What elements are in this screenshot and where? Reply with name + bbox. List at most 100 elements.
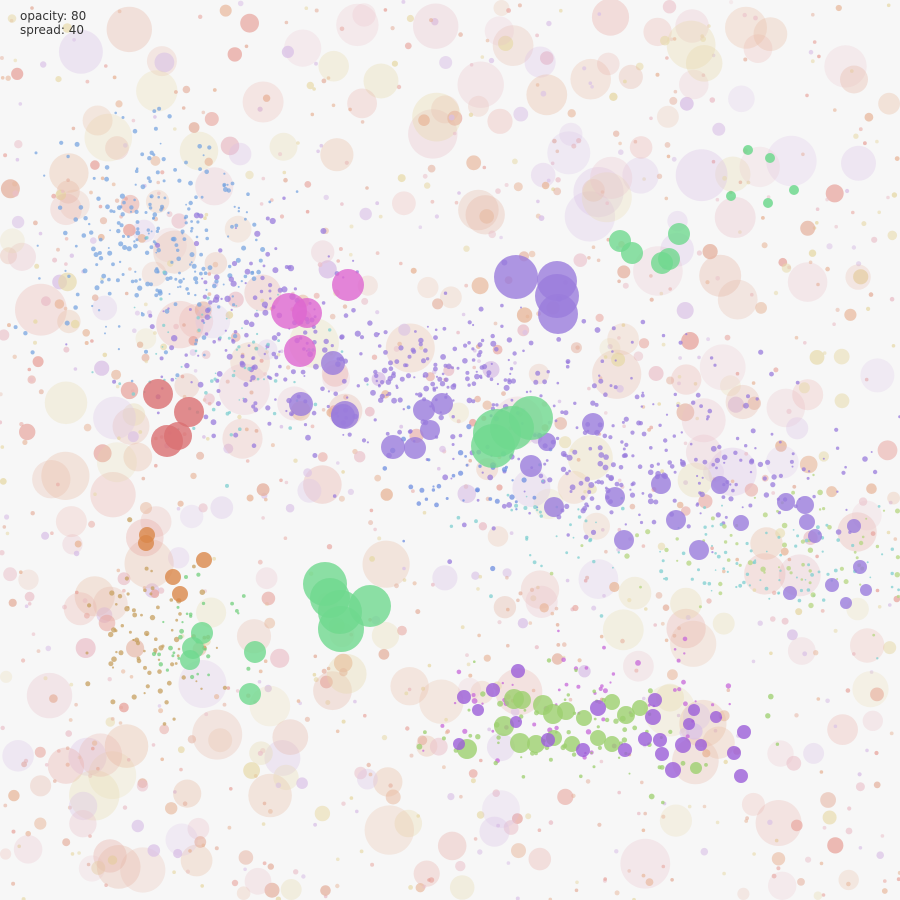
- series-point: [675, 737, 691, 753]
- small-point: [876, 657, 879, 660]
- small-point: [237, 612, 240, 615]
- small-point: [231, 295, 234, 298]
- small-point: [614, 481, 620, 487]
- background-bubble: [283, 536, 288, 540]
- background-bubble: [640, 780, 644, 785]
- background-bubble: [88, 751, 137, 800]
- background-bubble: [293, 869, 299, 875]
- background-bubble: [574, 888, 579, 893]
- background-bubble: [535, 33, 539, 38]
- background-bubble: [429, 18, 434, 23]
- small-point: [584, 502, 589, 507]
- background-bubble: [771, 491, 776, 495]
- small-point: [478, 464, 482, 468]
- small-point: [199, 589, 206, 595]
- small-point: [248, 321, 255, 328]
- background-bubble: [590, 156, 633, 199]
- background-bubble: [318, 260, 337, 279]
- background-bubble: [364, 406, 375, 417]
- small-point: [261, 301, 268, 308]
- background-bubble: [841, 145, 876, 181]
- small-point: [85, 681, 91, 687]
- series-point: [239, 683, 261, 705]
- small-point: [91, 304, 94, 308]
- small-point: [217, 305, 221, 309]
- background-bubble: [623, 650, 654, 682]
- background-bubble: [661, 342, 666, 347]
- small-point: [663, 577, 665, 580]
- background-bubble: [676, 713, 681, 718]
- small-point: [439, 381, 446, 387]
- background-bubble: [320, 138, 354, 172]
- background-bubble: [33, 340, 37, 345]
- background-bubble: [363, 63, 399, 99]
- background-bubble: [368, 772, 373, 777]
- small-point: [178, 271, 181, 275]
- background-bubble: [157, 587, 165, 594]
- small-point: [529, 554, 532, 557]
- small-point: [127, 517, 133, 523]
- background-bubble: [493, 0, 510, 16]
- background-bubble: [96, 442, 137, 483]
- background-bubble: [187, 817, 210, 840]
- background-bubble: [629, 503, 636, 510]
- background-bubble: [622, 282, 629, 289]
- background-bubble: [270, 443, 275, 448]
- small-point: [202, 353, 206, 357]
- background-bubble: [668, 287, 672, 291]
- small-point: [380, 380, 385, 385]
- small-point: [506, 337, 513, 343]
- background-bubble: [126, 639, 145, 658]
- small-point: [402, 408, 405, 411]
- small-point: [866, 561, 869, 564]
- small-point: [202, 321, 206, 324]
- background-bubble: [546, 178, 551, 183]
- small-point: [150, 586, 155, 591]
- small-point: [555, 436, 560, 441]
- small-point: [528, 511, 531, 515]
- background-bubble: [517, 3, 522, 8]
- background-bubble: [236, 886, 251, 900]
- background-bubble: [824, 45, 867, 88]
- small-point: [144, 349, 148, 354]
- small-point: [804, 538, 809, 543]
- background-bubble: [173, 790, 177, 794]
- small-point: [545, 459, 549, 462]
- small-point: [135, 220, 140, 224]
- small-point: [778, 473, 784, 478]
- small-point: [354, 330, 361, 337]
- small-point: [166, 680, 172, 686]
- background-bubble: [406, 14, 414, 23]
- small-point: [130, 279, 135, 284]
- background-bubble: [335, 729, 340, 734]
- series-point: [472, 704, 484, 716]
- small-point: [592, 689, 596, 694]
- small-point: [237, 210, 240, 213]
- background-bubble: [107, 677, 112, 682]
- background-bubble: [809, 350, 825, 365]
- background-bubble: [401, 0, 406, 4]
- background-bubble: [347, 88, 377, 119]
- series-point: [621, 242, 643, 264]
- background-bubble: [761, 242, 768, 249]
- background-bubble: [677, 381, 681, 386]
- small-point: [187, 207, 191, 211]
- background-bubble: [36, 649, 41, 653]
- small-point: [228, 264, 232, 269]
- background-bubble: [499, 235, 503, 240]
- small-point: [432, 485, 435, 488]
- small-point: [557, 688, 561, 692]
- background-bubble: [257, 106, 263, 112]
- small-point: [201, 313, 204, 316]
- background-bubble: [88, 773, 93, 779]
- background-bubble: [339, 26, 345, 32]
- small-point: [405, 373, 412, 379]
- background-bubble: [457, 484, 477, 504]
- small-point: [73, 305, 78, 310]
- small-point: [422, 749, 425, 752]
- background-bubble: [485, 38, 490, 43]
- small-point: [157, 688, 163, 694]
- background-bubble: [896, 877, 900, 882]
- small-point: [565, 471, 569, 476]
- small-point: [157, 652, 162, 657]
